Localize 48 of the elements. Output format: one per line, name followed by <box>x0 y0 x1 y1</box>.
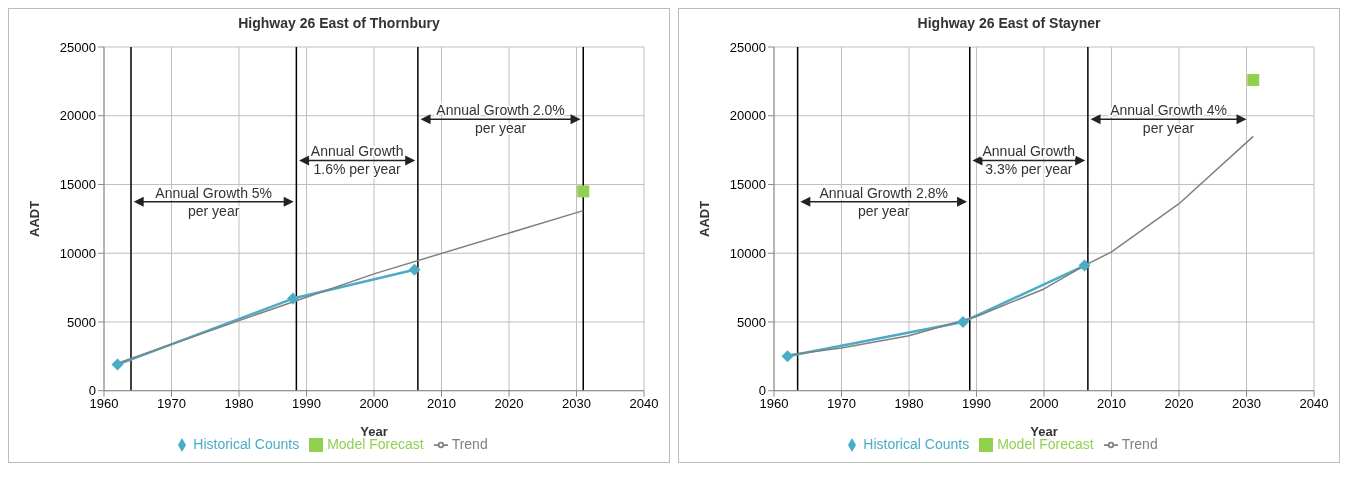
point <box>111 358 124 371</box>
x-tick-label: 1970 <box>827 395 856 411</box>
y-tick-label: 10000 <box>59 245 96 261</box>
y-tick-label: 20000 <box>729 108 766 124</box>
legend-label: Trend <box>451 435 488 452</box>
annotation: Annual Growth 1.6% per year <box>310 143 404 178</box>
point <box>408 263 421 276</box>
x-tick-label: 1980 <box>224 395 254 411</box>
x-tick-label: 2010 <box>427 395 456 411</box>
y-tick-label: 20000 <box>59 108 96 124</box>
annotation: Annual Growth 4% per year <box>1110 102 1227 137</box>
point <box>781 350 794 363</box>
legend-label: Historical Counts <box>863 435 970 452</box>
y-tick-label: 15000 <box>729 177 766 193</box>
x-tick-label: 2030 <box>1232 395 1261 411</box>
chart-title: Highway 26 East of Stayner <box>916 14 1102 33</box>
annotation: Annual Growth 2.0% per year <box>436 102 565 137</box>
x-tick-label: 2020 <box>494 395 524 411</box>
x-tick-label: 2020 <box>1164 395 1194 411</box>
y-axis-title: AADT <box>696 200 712 237</box>
point <box>957 315 969 328</box>
point <box>287 292 299 305</box>
point <box>1078 259 1091 272</box>
x-tick-label: 2040 <box>1299 395 1329 411</box>
x-tick-label: 2040 <box>629 395 659 411</box>
chart-title: Highway 26 East of Thornbury <box>237 14 441 33</box>
annotation: Annual Growth 2.8% per year <box>819 184 948 219</box>
point <box>1247 74 1260 86</box>
y-tick-label: 5000 <box>67 314 96 330</box>
y-axis-title: AADT <box>26 200 42 237</box>
point <box>577 185 590 198</box>
y-tick-label: 25000 <box>729 39 766 55</box>
y-tick-label: 10000 <box>729 245 766 261</box>
annotation: Annual Growth 3.3% per year <box>982 143 1076 178</box>
x-tick-label: 2000 <box>1029 395 1059 411</box>
x-tick-label: 1990 <box>962 395 991 411</box>
x-tick-label: 2010 <box>1097 395 1126 411</box>
y-tick-label: 5000 <box>737 314 766 330</box>
y-tick-label: 15000 <box>59 177 96 193</box>
annotation: Annual Growth 5% per year <box>155 184 273 219</box>
legend-label: Trend <box>1121 435 1158 452</box>
x-tick-label: 2000 <box>359 395 389 411</box>
x-tick-label: 1980 <box>894 395 924 411</box>
x-tick-label: 1990 <box>292 395 321 411</box>
x-tick-label: 1970 <box>157 395 186 411</box>
legend-label: Historical Counts <box>193 435 300 452</box>
y-tick-label: 25000 <box>59 39 96 55</box>
x-tick-label: 2030 <box>562 395 591 411</box>
